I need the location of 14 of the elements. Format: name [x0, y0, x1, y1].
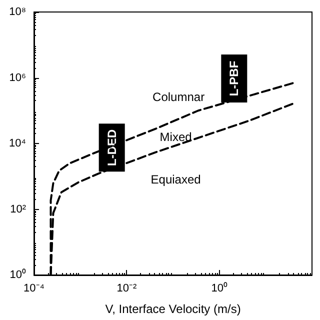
y-tick-label: 10⁸ [9, 6, 26, 18]
y-tick-label: 10² [10, 203, 26, 216]
y-tick-label: 10⁶ [9, 72, 26, 84]
y-tick-label: 10⁰ [10, 268, 26, 281]
y-tick-label: 10⁴ [9, 138, 26, 150]
annotation: Equiaxed [150, 172, 201, 187]
annotation: Columnar [152, 90, 205, 104]
x-axis-title: V, Interface Velocity (m/s) [105, 302, 241, 316]
x-tick-label: 10⁰ [211, 282, 228, 294]
annotation: Mixed [160, 130, 192, 144]
x-tick-label: 10⁻² [116, 282, 137, 294]
x-tick-label: 10⁻⁴ [24, 282, 45, 294]
annotation: L-PBF [227, 60, 242, 96]
annotation: L-DED [104, 129, 119, 166]
